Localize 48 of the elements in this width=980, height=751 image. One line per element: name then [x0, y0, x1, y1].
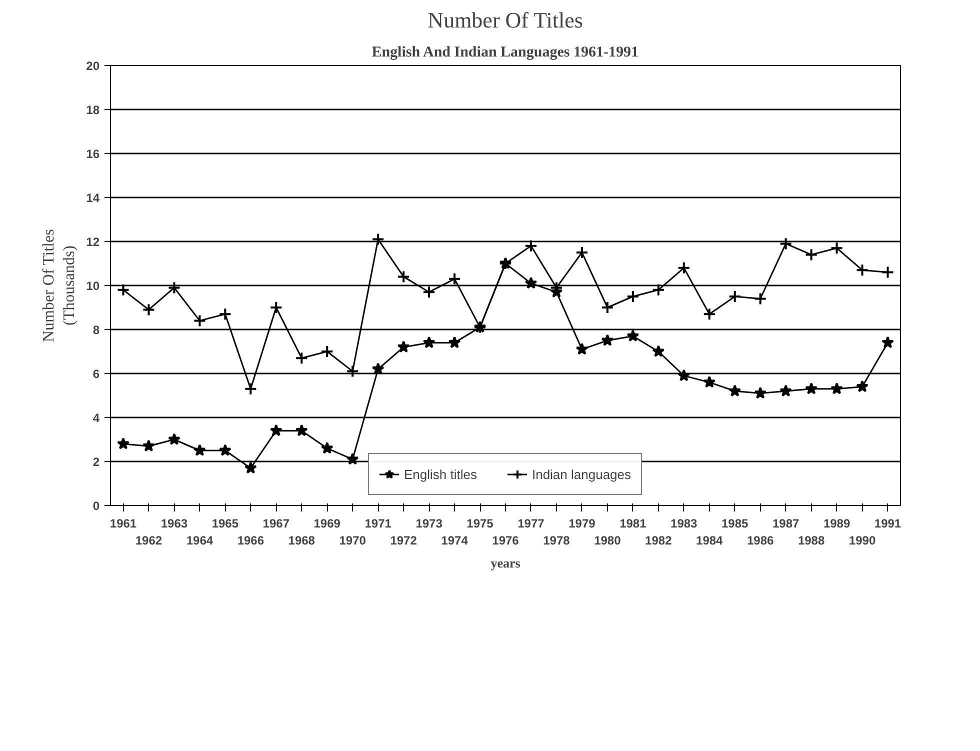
x-tick-label: 1978 — [543, 533, 570, 548]
x-tick-label: 1979 — [568, 516, 596, 530]
x-tick-label: 1985 — [722, 516, 749, 530]
x-axis-title: years — [490, 555, 520, 570]
y-tick-label: 4 — [92, 411, 100, 425]
x-tick-label: 1974 — [441, 533, 468, 548]
y-axis-title: Number Of Titles (Thousands) — [40, 229, 78, 342]
x-tick-label: 1968 — [288, 533, 316, 548]
x-tick-label: 1975 — [466, 516, 494, 530]
x-tick-label: 1986 — [746, 533, 774, 548]
chart-title: Number Of Titles — [428, 8, 583, 32]
x-tick-label: 1983 — [670, 516, 698, 530]
x-tick-label: 1964 — [186, 533, 214, 548]
x-tick-label: 1977 — [518, 516, 545, 530]
x-tick-label: 1987 — [772, 516, 800, 530]
x-tick-label: 1972 — [390, 533, 418, 548]
x-tick-label: 1990 — [848, 533, 876, 548]
x-tick-label: 1970 — [339, 533, 366, 548]
x-tick-label: 1969 — [314, 516, 341, 530]
x-tick-label: 1973 — [416, 516, 443, 530]
x-tick-label: 1980 — [594, 533, 622, 548]
legend-label: Indian languages — [532, 466, 632, 482]
x-tick-label: 1971 — [364, 516, 392, 530]
y-tick-label: 2 — [92, 455, 100, 469]
x-tick-label: 1991 — [874, 516, 902, 530]
x-tick-label: 1966 — [237, 533, 264, 548]
x-tick-label: 1965 — [212, 516, 239, 530]
y-tick-label: 16 — [86, 147, 100, 161]
x-tick-label: 1989 — [823, 516, 850, 530]
x-tick-label: 1984 — [696, 533, 724, 548]
y-tick-label: 18 — [86, 103, 100, 117]
y-tick-label: 12 — [86, 235, 100, 249]
x-tick-label: 1981 — [620, 516, 647, 530]
y-tick-label: 20 — [86, 59, 100, 73]
y-tick-label: 6 — [92, 367, 100, 381]
legend-label: English titles — [404, 466, 477, 482]
y-tick-label: 14 — [86, 191, 100, 205]
y-tick-label: 8 — [92, 323, 100, 337]
x-tick-label: 1961 — [110, 516, 137, 530]
x-tick-label: 1976 — [492, 533, 520, 548]
y-tick-label: 0 — [92, 499, 100, 513]
chart-subtitle: English And Indian Languages 1961-1991 — [372, 44, 638, 60]
x-tick-label: 1967 — [262, 516, 290, 530]
x-tick-label: 1988 — [798, 533, 825, 548]
x-tick-label: 1982 — [645, 533, 672, 548]
x-tick-label: 1962 — [135, 533, 162, 548]
y-tick-label: 10 — [86, 279, 100, 293]
x-tick-label: 1963 — [160, 516, 188, 530]
